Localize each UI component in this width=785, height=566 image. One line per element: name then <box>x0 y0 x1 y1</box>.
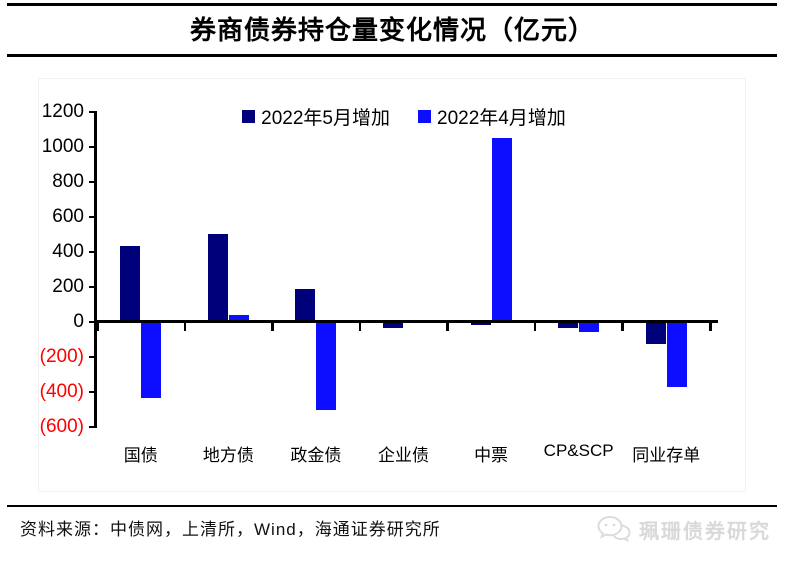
footer-rule <box>7 505 777 507</box>
y-tick-label: (200) <box>39 345 84 367</box>
x-category-label: 地方债 <box>202 446 254 465</box>
y-axis-tick <box>89 110 97 113</box>
watermark-label: 珮珊债券研究 <box>639 520 771 543</box>
x-axis-tick <box>446 323 449 332</box>
bar <box>295 289 316 322</box>
legend-item: 2022年5月增加 <box>242 103 390 130</box>
x-axis-tick <box>271 323 274 332</box>
chart-legend: 2022年5月增加 2022年4月增加 <box>98 102 710 130</box>
y-axis-tick <box>89 355 97 358</box>
y-tick-label: 1000 <box>41 135 84 157</box>
legend-item: 2022年4月增加 <box>418 103 566 130</box>
y-axis-tick <box>89 145 97 148</box>
y-tick-label: (600) <box>39 415 84 437</box>
y-axis-tick <box>89 285 97 288</box>
bar <box>383 322 403 328</box>
bar <box>120 246 141 322</box>
y-axis-tick <box>89 425 97 428</box>
bar <box>141 322 162 398</box>
x-axis-tick <box>709 323 712 332</box>
x-axis-tick <box>183 323 187 332</box>
y-tick-label: 800 <box>52 170 84 192</box>
y-axis-tick <box>89 250 97 253</box>
header-bottom-rule <box>7 54 777 57</box>
legend-label: 2022年4月增加 <box>437 107 566 129</box>
bar <box>470 322 491 326</box>
y-tick-label: 400 <box>52 240 84 262</box>
chart-frame <box>38 78 746 492</box>
x-axis-tick <box>621 323 624 332</box>
x-category-label: 中票 <box>474 446 509 465</box>
x-category-label: CP&SCP <box>543 441 614 460</box>
bar <box>316 322 337 411</box>
page-title: 券商债券持仓量变化情况（亿元） <box>189 16 595 45</box>
y-axis-tick <box>89 180 97 183</box>
bar <box>207 234 228 322</box>
y-axis-line <box>94 110 97 428</box>
x-axis-tick <box>96 323 99 332</box>
bar <box>228 314 249 322</box>
y-tick-label: 1200 <box>41 100 84 122</box>
bar <box>645 322 666 344</box>
legend-swatch <box>418 109 431 123</box>
x-category-label: 政金债 <box>290 446 342 465</box>
header-top-rule <box>7 3 777 6</box>
x-axis-tick <box>358 323 362 332</box>
legend-label: 2022年5月增加 <box>261 107 390 129</box>
bar <box>558 322 579 328</box>
y-tick-label: (400) <box>39 380 84 402</box>
x-category-label: 企业债 <box>378 446 429 465</box>
x-axis-tick <box>533 323 537 332</box>
legend-swatch <box>242 109 256 123</box>
y-axis-tick <box>89 320 97 323</box>
watermark: 珮珊债券研究 <box>597 514 771 544</box>
chat-bubbles-icon <box>597 514 631 544</box>
x-category-label: 同业存单 <box>632 446 701 465</box>
y-axis-tick <box>89 215 97 218</box>
x-category-label: 国债 <box>123 446 158 465</box>
source-line: 资料来源：中债网，上清所，Wind，海通证券研究所 <box>20 520 441 539</box>
y-axis-tick <box>89 390 97 393</box>
y-tick-label: 600 <box>52 205 84 227</box>
y-tick-label: 0 <box>73 310 84 332</box>
x-axis-line <box>94 320 718 324</box>
bar <box>579 322 600 333</box>
bar <box>666 322 687 388</box>
bar <box>491 137 512 322</box>
y-tick-label: 200 <box>52 275 84 297</box>
